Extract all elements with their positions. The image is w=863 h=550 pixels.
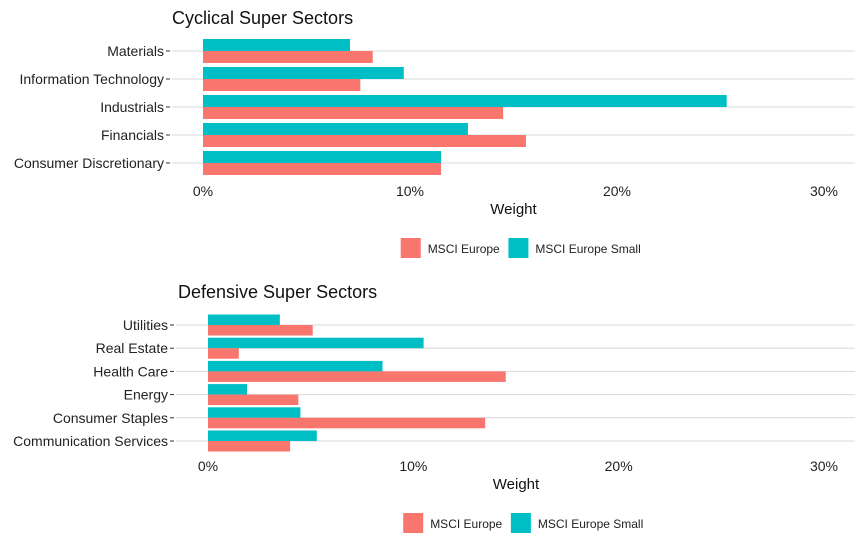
panel-2-category-label-utilities: Utilities <box>123 317 168 333</box>
panel-2-legend-label-msci-europe: MSCI Europe <box>430 517 502 531</box>
panel-2-category-label-consumer-staples: Consumer Staples <box>53 410 168 426</box>
panel-2-bar-msci-europe-small-consumer-staples <box>208 407 301 418</box>
panel-2-bar-msci-europe-communication-services <box>208 441 291 452</box>
panel-2-x-tick-label: 10% <box>399 458 427 474</box>
panel-2-legend-swatch-msci-europe-small <box>510 513 531 533</box>
panel-1-x-tick-label: 10% <box>396 183 424 199</box>
panel-1-bar-msci-europe-small-consumer-discretionary <box>203 151 442 163</box>
panel-2-x-tick-label: 30% <box>810 458 838 474</box>
panel-1-chart-title: Cyclical Super Sectors <box>172 8 353 28</box>
panel-1-bar-msci-europe-small-financials <box>203 123 468 135</box>
panel-1-bar-msci-europe-small-industrials <box>203 95 727 107</box>
panel-2-bar-msci-europe-utilities <box>208 325 313 336</box>
panel-1-category-label-materials: Materials <box>107 43 164 59</box>
panel-2-bar-msci-europe-real-estate <box>208 348 239 359</box>
panel-2-x-axis-label: Weight <box>493 476 540 493</box>
panel-2-legend-swatch-msci-europe <box>403 513 424 533</box>
panel-2-category-label-health-care: Health Care <box>93 363 168 379</box>
panel-1-bar-msci-europe-small-materials <box>203 39 350 51</box>
panel-2-category-label-energy: Energy <box>124 387 168 403</box>
panel-1-x-tick-label: 30% <box>810 183 838 199</box>
panel-1-legend-swatch-msci-europe <box>400 238 421 258</box>
panel-1-category-label-industrials: Industrials <box>100 99 164 115</box>
panel-2-bar-msci-europe-energy <box>208 394 299 406</box>
panel-1-legend-label-msci-europe: MSCI Europe <box>428 242 500 256</box>
panel-1-category-label-financials: Financials <box>101 127 164 143</box>
panel-2-bar-msci-europe-small-communication-services <box>208 430 317 441</box>
panel-1-bar-msci-europe-materials <box>203 51 373 63</box>
panel-2-bar-msci-europe-health-care <box>208 371 506 382</box>
panel-1-bar-msci-europe-financials <box>203 135 526 147</box>
panel-2-bar-msci-europe-consumer-staples <box>208 417 486 429</box>
panel-2-category-label-communication-services: Communication Services <box>13 433 168 449</box>
panel-1-category-label-information-technology: Information Technology <box>20 71 165 87</box>
panel-2-legend-label-msci-europe-small: MSCI Europe Small <box>538 517 643 531</box>
panel-2-x-tick-label: 0% <box>198 458 218 474</box>
panel-1-legend-swatch-msci-europe-small <box>508 238 529 258</box>
panel-1-legend-label-msci-europe-small: MSCI Europe Small <box>535 242 640 256</box>
panel-2-bar-msci-europe-small-health-care <box>208 360 383 372</box>
panel-1-bar-msci-europe-consumer-discretionary <box>203 163 442 175</box>
panel-2-bar-msci-europe-small-utilities <box>208 314 280 325</box>
panel-2-bar-msci-europe-small-real-estate <box>208 337 424 349</box>
panel-1-bar-msci-europe-information-technology <box>203 79 361 91</box>
panel-1-x-axis-label: Weight <box>490 201 537 218</box>
panel-1-bar-msci-europe-small-information-technology <box>203 67 404 79</box>
panel-2-x-tick-label: 20% <box>605 458 633 474</box>
panel-1-bar-msci-europe-industrials <box>203 107 504 119</box>
panel-2-chart-title: Defensive Super Sectors <box>178 282 377 302</box>
panel-2-category-label-real-estate: Real Estate <box>96 340 169 356</box>
panel-1-category-label-consumer-discretionary: Consumer Discretionary <box>14 155 164 171</box>
panel-1-x-tick-label: 0% <box>193 183 213 199</box>
panel-1-x-tick-label: 20% <box>603 183 631 199</box>
panel-2-bar-msci-europe-small-energy <box>208 384 248 395</box>
